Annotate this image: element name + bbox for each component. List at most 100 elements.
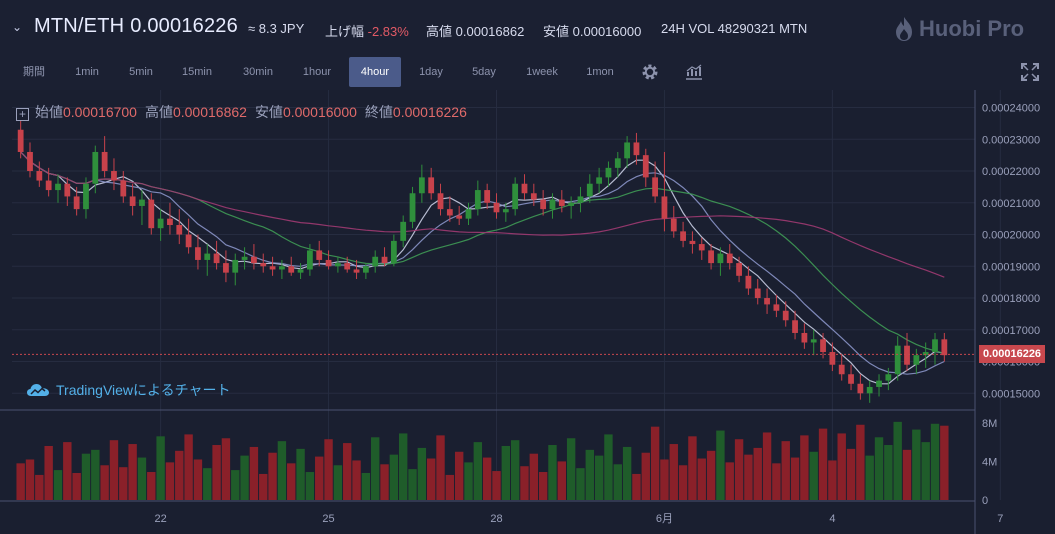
- legend-close-value: 0.00016226: [392, 104, 467, 120]
- candle-body: [717, 253, 724, 264]
- volume-bar: [473, 442, 483, 500]
- candle-body: [502, 209, 509, 213]
- chevron-down-icon[interactable]: ⌄: [12, 20, 23, 34]
- timeframe-1week[interactable]: 1week: [526, 66, 558, 78]
- date-tick-label: 25: [322, 513, 334, 525]
- indicators-icon[interactable]: [684, 62, 704, 82]
- volume-bar: [315, 456, 324, 500]
- candle-body: [36, 171, 43, 181]
- volume-bar: [193, 459, 203, 500]
- candle-body: [381, 256, 388, 264]
- candle-body: [661, 196, 668, 219]
- timeframe-5day[interactable]: 5day: [472, 66, 496, 78]
- plus-icon[interactable]: +: [16, 108, 29, 121]
- volume-bar: [697, 458, 706, 500]
- candle-body: [167, 218, 173, 226]
- volume-bar: [417, 447, 427, 500]
- candle-body: [745, 275, 752, 289]
- candle-body: [530, 193, 537, 200]
- volume-bar: [744, 454, 753, 500]
- volume-bar: [641, 452, 650, 500]
- timeframe-30min[interactable]: 30min: [243, 66, 273, 78]
- candle-body: [568, 202, 575, 206]
- volume-bar: [137, 457, 147, 500]
- volume-bar: [632, 473, 641, 500]
- volume-bar: [361, 472, 371, 500]
- candle-body: [64, 183, 71, 197]
- volume-bar: [165, 462, 175, 500]
- candle-body: [269, 266, 276, 270]
- price-tick-label: 0.00022000: [982, 166, 1040, 178]
- ma-short-line: [20, 151, 945, 385]
- axes-layer: 0.00024000 0.00023000 0.00022000 0.00021000…: [0, 90, 1040, 534]
- timeframe-5min[interactable]: 5min: [129, 66, 153, 78]
- volume-bar: [277, 441, 287, 500]
- cloud-icon: [27, 384, 49, 396]
- volume-bar: [585, 449, 594, 500]
- candle-body: [670, 218, 677, 232]
- candle-body: [708, 250, 714, 264]
- low-stat: 安値 0.00016000: [543, 21, 641, 40]
- volume-bar: [706, 450, 716, 500]
- volume-bar: [688, 436, 697, 500]
- volume-bar: [492, 471, 501, 500]
- candle-body: [493, 202, 500, 213]
- candle-body: [913, 355, 920, 365]
- candle-body: [642, 155, 649, 178]
- volume-bar: [221, 438, 231, 500]
- timeframe-15min[interactable]: 15min: [182, 66, 212, 78]
- volume-bar: [44, 445, 53, 500]
- volume-bar: [268, 452, 277, 500]
- timeframe-4hour[interactable]: 4hour: [349, 57, 401, 87]
- volume-bar: [921, 442, 930, 500]
- candle-body: [558, 199, 565, 206]
- candle-body: [754, 288, 761, 299]
- candle-body: [316, 250, 323, 260]
- candlestick-chart[interactable]: 0.00024000 0.00023000 0.00022000 0.00021000…: [0, 90, 1055, 534]
- candle-body: [726, 253, 733, 264]
- change-value: -2.83%: [367, 24, 409, 39]
- logo-text: Huobi Pro: [919, 16, 1025, 41]
- volume-bar: [566, 438, 576, 500]
- candle-body: [334, 263, 341, 267]
- pair-title[interactable]: MTN/ETH 0.00016226: [34, 15, 238, 38]
- candle-body: [633, 142, 640, 156]
- candle-body: [586, 183, 593, 197]
- volume-bar: [436, 435, 445, 500]
- tradingview-badge[interactable]: TradingViewによるチャート: [26, 380, 230, 400]
- ohlc-legend: + 始値0.00016700 高値0.00016862 安値0.00016000 終値0…: [16, 102, 475, 122]
- legend-low-label: 安値: [254, 104, 283, 120]
- volume-bar: [604, 434, 613, 500]
- legend-high-value: 0.00016862: [172, 104, 247, 120]
- volume-bar: [856, 424, 865, 500]
- tradingview-text: TradingViewによるチャート: [56, 382, 231, 398]
- timeframe-1hour[interactable]: 1hour: [302, 66, 332, 78]
- candle-body: [418, 177, 425, 194]
- chart-area[interactable]: 0.00024000 0.00023000 0.00022000 0.00021000…: [0, 90, 1055, 534]
- volume-bar: [156, 436, 165, 500]
- change-label: 上げ幅: [325, 24, 365, 39]
- candle-body: [484, 190, 491, 203]
- fullscreen-icon[interactable]: [1020, 62, 1040, 82]
- candle-body: [129, 196, 136, 206]
- timeframe-1mon[interactable]: 1mon: [586, 66, 614, 78]
- pair-symbol: MTN/ETH: [34, 15, 125, 37]
- toolbar: 期間 1min 5min 15min 30min 1hour 4hour 1da…: [0, 54, 1055, 90]
- volume-bar: [594, 455, 604, 500]
- volume-bar: [660, 459, 669, 500]
- timeframe-1day[interactable]: 1day: [419, 66, 443, 78]
- gear-icon[interactable]: [640, 62, 660, 82]
- vol-stat: 24H VOL 48290321 MTN: [661, 21, 807, 36]
- candle-body: [652, 177, 658, 197]
- volume-bar: [91, 449, 100, 500]
- volume-bar: [510, 440, 520, 500]
- timeframe-1min[interactable]: 1min: [75, 66, 99, 78]
- volume-bar: [884, 445, 893, 500]
- candle-body: [922, 352, 929, 356]
- candle-body: [792, 320, 798, 333]
- candle-body: [409, 193, 416, 222]
- candle-body: [838, 364, 845, 375]
- volume-bar: [529, 453, 539, 500]
- candle-body: [801, 332, 808, 343]
- price-tick-label: 0.00019000: [982, 261, 1040, 273]
